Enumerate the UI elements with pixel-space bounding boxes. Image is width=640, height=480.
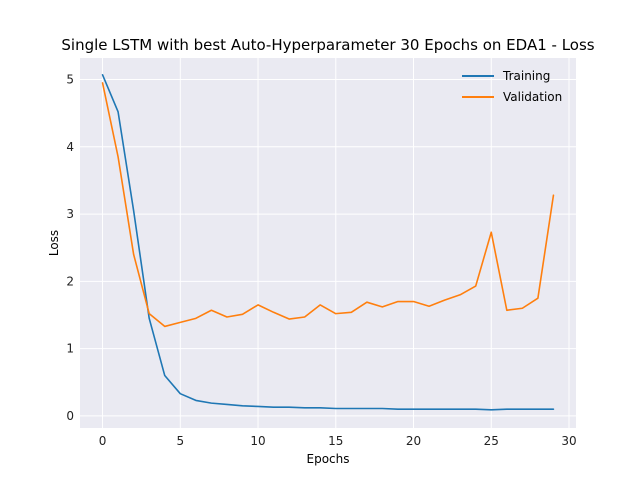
x-axis-label: Epochs (307, 452, 350, 466)
series-line-validation (101, 82, 555, 328)
y-tick-label: 0 (66, 409, 74, 423)
series-layer (101, 74, 555, 411)
x-tick-label: 5 (176, 434, 184, 448)
x-ticks: 0 5 10 15 20 25 30 (99, 434, 577, 448)
x-tick-label: 15 (328, 434, 343, 448)
legend: Training Validation (462, 69, 562, 104)
x-tick-label: 20 (406, 434, 421, 448)
grid (80, 58, 576, 428)
y-tick-label: 2 (66, 274, 74, 288)
y-tick-label: 4 (66, 140, 74, 154)
x-tick-label: 30 (561, 434, 576, 448)
y-ticks: 0 1 2 3 4 5 (66, 73, 74, 423)
y-axis-label: Loss (47, 230, 61, 256)
y-tick-label: 1 (66, 342, 74, 356)
series-line-training (101, 74, 555, 411)
plot-area (80, 58, 576, 428)
x-tick-label: 10 (250, 434, 265, 448)
chart-title: Single LSTM with best Auto-Hyperparamete… (61, 36, 594, 54)
legend-label-training: Training (502, 69, 550, 83)
y-tick-label: 3 (66, 207, 74, 221)
x-tick-label: 25 (484, 434, 499, 448)
legend-label-validation: Validation (503, 90, 562, 104)
y-tick-label: 5 (66, 73, 74, 87)
x-tick-label: 0 (99, 434, 107, 448)
